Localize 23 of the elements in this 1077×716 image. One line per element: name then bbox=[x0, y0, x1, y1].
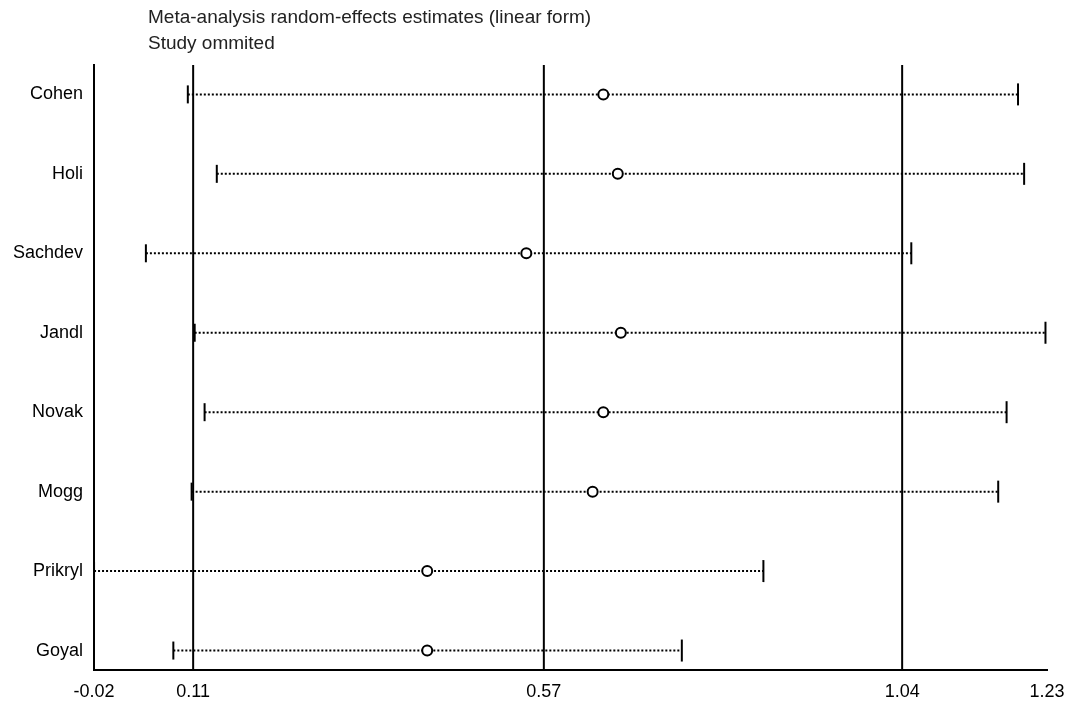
chart-subtitle: Study ommited bbox=[148, 31, 276, 55]
point bbox=[520, 247, 533, 260]
x-tick-label: 0.11 bbox=[176, 681, 211, 702]
point bbox=[597, 88, 610, 101]
y-tick-label: Cohen bbox=[30, 83, 84, 104]
y-tick-label: Novak bbox=[32, 401, 85, 422]
chart-title: Meta-analysis random-effects estimates (linear form) bbox=[148, 5, 592, 29]
point bbox=[421, 644, 434, 657]
y-tick-label: Holi bbox=[52, 162, 84, 183]
x-tick-label: 1.04 bbox=[884, 681, 920, 702]
x-tick-label: 0.57 bbox=[526, 681, 562, 702]
point bbox=[586, 485, 599, 498]
y-tick-label: Mogg bbox=[38, 480, 84, 501]
point bbox=[614, 326, 627, 339]
y-tick-label: Prikryl bbox=[33, 560, 84, 581]
y-tick-label: Sachdev bbox=[12, 242, 84, 263]
y-tick-label: Jandl bbox=[40, 321, 84, 342]
x-tick-label: -0.02 bbox=[73, 681, 115, 702]
point bbox=[421, 565, 434, 578]
x-tick-label: 1.23 bbox=[1029, 681, 1065, 702]
point bbox=[597, 406, 610, 419]
point bbox=[611, 167, 624, 180]
y-tick-label: Goyal bbox=[36, 639, 84, 660]
